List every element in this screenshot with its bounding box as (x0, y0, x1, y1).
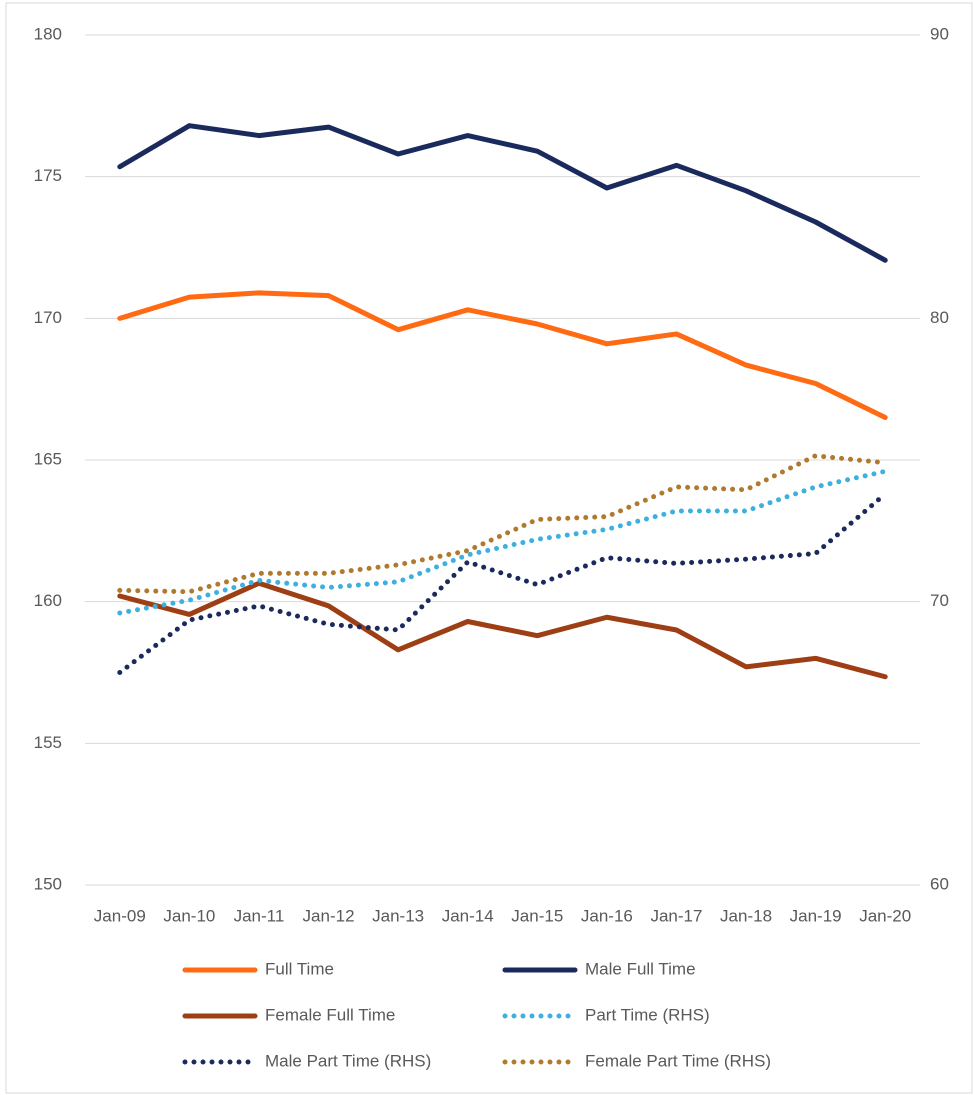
legend-label: Part Time (RHS) (585, 1005, 710, 1024)
x-tick-label: Jan-20 (859, 906, 911, 925)
y-tick-label: 170 (34, 308, 62, 327)
y-tick-label: 165 (34, 449, 62, 468)
x-tick-label: Jan-15 (511, 906, 563, 925)
legend-label: Female Part Time (RHS) (585, 1051, 771, 1070)
y2-tick-label: 80 (930, 308, 949, 327)
y-tick-label: 155 (34, 733, 62, 752)
x-tick-label: Jan-18 (720, 906, 772, 925)
y-tick-label: 180 (34, 24, 62, 43)
x-tick-label: Jan-19 (790, 906, 842, 925)
series-line (117, 491, 888, 675)
y2-tick-label: 90 (930, 24, 949, 43)
legend-label: Full Time (265, 959, 334, 978)
legend-label: Female Full Time (265, 1005, 395, 1024)
y2-tick-label: 70 (930, 591, 949, 610)
x-tick-label: Jan-12 (303, 906, 355, 925)
y2-tick-label: 60 (930, 874, 949, 893)
x-tick-label: Jan-09 (94, 906, 146, 925)
y-tick-label: 160 (34, 591, 62, 610)
series-line (117, 453, 888, 595)
legend-label: Male Part Time (RHS) (265, 1051, 431, 1070)
y-tick-label: 175 (34, 166, 62, 185)
x-tick-label: Jan-10 (163, 906, 215, 925)
x-tick-label: Jan-11 (234, 906, 285, 925)
series-line (117, 580, 888, 680)
series-line (117, 290, 888, 420)
x-tick-label: Jan-17 (650, 906, 702, 925)
x-tick-label: Jan-16 (581, 906, 633, 925)
x-tick-label: Jan-13 (372, 906, 424, 925)
y-tick-label: 150 (34, 874, 62, 893)
legend-label: Male Full Time (585, 959, 696, 978)
series-line (117, 123, 888, 263)
x-tick-label: Jan-14 (442, 906, 494, 925)
chart-border (5, 2, 973, 1094)
